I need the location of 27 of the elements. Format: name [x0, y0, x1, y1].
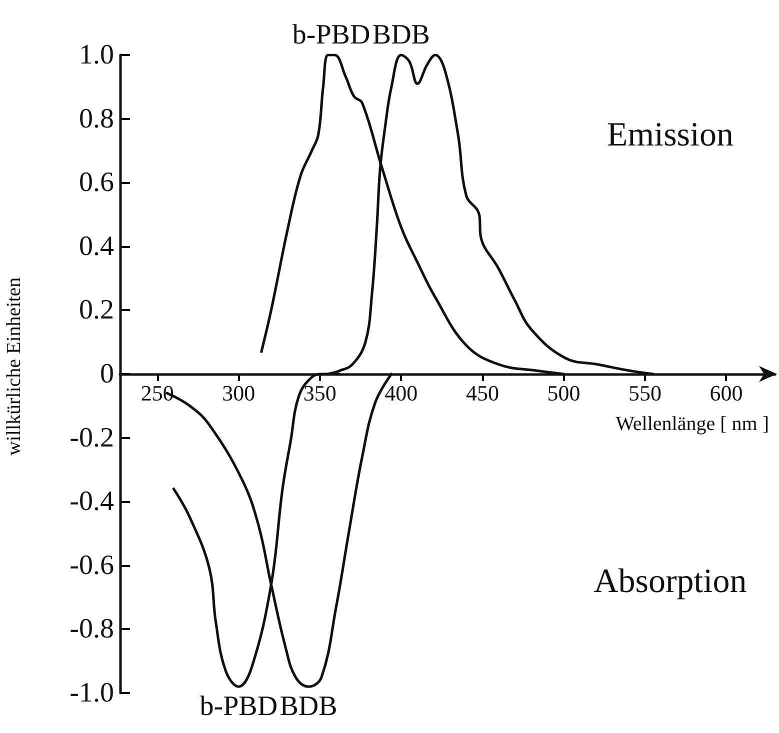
y-tick-label: 0.2: [79, 294, 114, 326]
annotation: BDB: [280, 691, 338, 722]
annotation: b-PBD: [200, 691, 278, 722]
x-axis-title: Wellenlänge [ nm ]: [616, 413, 769, 435]
y-tick-label: -1.0: [70, 678, 114, 708]
y-tick-label: -0.2: [70, 422, 114, 454]
y-tick-label: -0.8: [70, 614, 114, 645]
x-tick-label: 300: [222, 380, 256, 406]
annotation: Absorption: [594, 562, 747, 600]
annotation: Emission: [606, 116, 734, 154]
y-tick-label: 1.0: [79, 40, 114, 70]
y-tick-label: -0.4: [70, 486, 114, 518]
x-tick-label: 250: [140, 380, 174, 406]
x-tick-label: 400: [384, 380, 418, 406]
y-tick-label: -0.6: [70, 550, 114, 581]
annotation: BDB: [372, 20, 430, 50]
x-tick-label: 500: [547, 380, 580, 406]
annotation: b-PBD: [292, 20, 370, 50]
y-tick-label: 0.6: [79, 167, 114, 198]
y-tick-label: 0.4: [79, 230, 114, 262]
y-tick-label: 0.8: [79, 103, 114, 134]
y-tick-label: 0: [100, 358, 114, 390]
x-tick-label: 350: [303, 380, 336, 406]
x-tick-label: 550: [628, 380, 662, 406]
y-axis-title: willkürliche Einheiten: [3, 277, 25, 456]
x-tick-label: 600: [710, 380, 743, 406]
x-tick-label: 450: [466, 380, 499, 406]
